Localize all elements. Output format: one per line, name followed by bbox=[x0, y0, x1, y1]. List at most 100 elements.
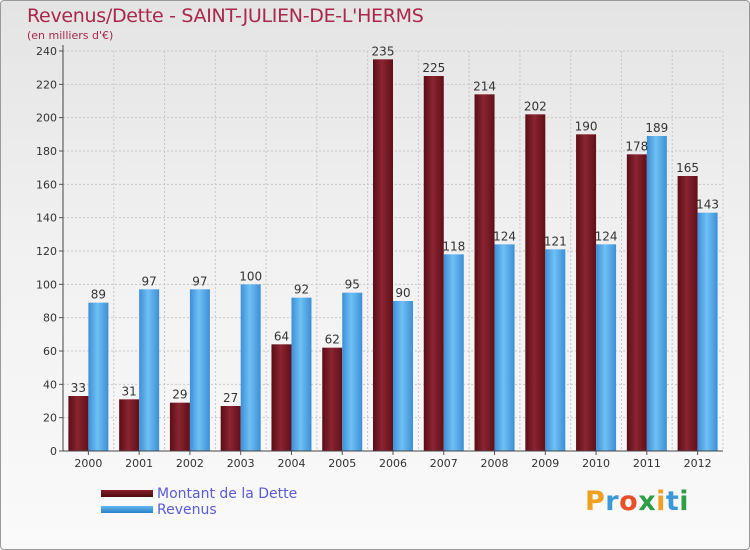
bar-revenue bbox=[342, 292, 363, 451]
data-label-revenue: 124 bbox=[493, 229, 516, 243]
data-label-revenue: 124 bbox=[595, 229, 618, 243]
bar-debt bbox=[119, 399, 140, 451]
x-tick-label: 2000 bbox=[74, 457, 102, 470]
data-label-revenue: 95 bbox=[345, 278, 360, 292]
bar-revenue bbox=[596, 244, 617, 451]
data-label-revenue: 121 bbox=[544, 234, 567, 248]
data-label-revenue: 90 bbox=[395, 286, 410, 300]
logo-letter: i bbox=[679, 486, 690, 517]
bar-debt bbox=[373, 59, 393, 451]
bars bbox=[68, 59, 718, 452]
y-tick-label: 20 bbox=[43, 412, 57, 425]
x-tick-label: 2008 bbox=[481, 457, 509, 470]
bar-debt bbox=[423, 76, 444, 451]
bar-debt bbox=[220, 406, 241, 451]
bar-debt bbox=[525, 114, 546, 451]
x-tick-label: 2011 bbox=[633, 457, 661, 470]
logo-letter: o bbox=[619, 486, 639, 517]
x-tick-label: 2010 bbox=[582, 457, 610, 470]
bar-revenue bbox=[545, 249, 566, 451]
chart-subtitle: (en milliers d'€) bbox=[27, 29, 114, 42]
legend-swatch-revenue bbox=[101, 506, 153, 513]
data-label-revenue: 100 bbox=[239, 269, 262, 283]
x-tick-label: 2007 bbox=[430, 457, 458, 470]
data-label-debt: 33 bbox=[71, 381, 86, 395]
bar-revenue bbox=[697, 212, 718, 451]
x-tick-label: 2004 bbox=[277, 457, 305, 470]
y-tick-label: 240 bbox=[36, 45, 57, 58]
legend-item-revenue: Revenus bbox=[101, 502, 361, 519]
data-label-debt: 27 bbox=[223, 391, 238, 405]
data-label-revenue: 97 bbox=[142, 274, 157, 288]
bar-revenue bbox=[189, 289, 210, 451]
data-label-revenue: 143 bbox=[696, 198, 719, 212]
data-label-debt: 235 bbox=[372, 44, 395, 58]
y-tick-label: 160 bbox=[36, 178, 57, 191]
y-tick-label: 220 bbox=[36, 78, 57, 91]
legend-item-debt: Montant de la Dette bbox=[101, 486, 361, 503]
bar-revenue bbox=[88, 302, 109, 451]
legend-swatch-debt bbox=[101, 490, 153, 497]
bar-revenue bbox=[139, 289, 160, 451]
y-tick-label: 120 bbox=[36, 245, 57, 258]
bar-debt bbox=[68, 396, 89, 451]
legend-label-debt: Montant de la Dette bbox=[157, 486, 298, 502]
bar-debt bbox=[626, 154, 647, 452]
bar-revenue bbox=[494, 244, 515, 451]
data-label-debt: 190 bbox=[575, 119, 598, 133]
y-tick-label: 200 bbox=[36, 112, 57, 125]
bar-debt bbox=[576, 134, 597, 452]
axes: 0 20 40 60 80 100 120 140 160 180 200 220 240 2000 200… bbox=[36, 45, 723, 470]
y-tick-label: 40 bbox=[43, 378, 57, 391]
bar-debt bbox=[169, 402, 190, 451]
logo-letter: P bbox=[585, 486, 606, 517]
y-tick-label: 180 bbox=[36, 145, 57, 158]
bar-revenue bbox=[393, 301, 413, 451]
legend-label-revenue: Revenus bbox=[157, 502, 217, 518]
y-tick-label: 80 bbox=[43, 312, 57, 325]
logo-letter: i bbox=[656, 486, 666, 517]
bar-debt bbox=[322, 347, 343, 451]
data-label-revenue: 189 bbox=[645, 121, 668, 135]
x-tick-label: 2012 bbox=[684, 457, 712, 470]
x-tick-label: 2005 bbox=[328, 457, 356, 470]
data-label-debt: 165 bbox=[676, 161, 699, 175]
x-tick-label: 2006 bbox=[379, 457, 407, 470]
bar-debt bbox=[677, 176, 698, 451]
chart-title: Revenus/Dette - SAINT-JULIEN-DE-L'HERMS bbox=[27, 5, 424, 27]
y-tick-label: 60 bbox=[43, 345, 57, 358]
proxiti-logo: Proxiti bbox=[585, 486, 689, 517]
bar-debt bbox=[474, 94, 495, 451]
data-label-debt: 62 bbox=[325, 333, 340, 347]
logo-letter: r bbox=[605, 486, 620, 517]
data-label-debt: 31 bbox=[122, 384, 137, 398]
bar-revenue bbox=[443, 254, 464, 451]
x-tick-label: 2003 bbox=[227, 457, 255, 470]
y-tick-label: 0 bbox=[50, 445, 57, 458]
logo-letter: t bbox=[665, 486, 680, 517]
data-label-debt: 225 bbox=[422, 61, 445, 75]
data-labels: 33 89 31 97 29 97 27 100 64 92 62 95 235 90 225 118 214 1… bbox=[71, 44, 719, 405]
data-label-debt: 29 bbox=[172, 388, 187, 402]
y-tick-label: 140 bbox=[36, 212, 57, 225]
y-tick-label: 100 bbox=[36, 278, 57, 291]
data-label-revenue: 118 bbox=[442, 239, 465, 253]
data-label-debt: 64 bbox=[274, 329, 289, 343]
grid-lines bbox=[62, 50, 724, 452]
data-label-revenue: 92 bbox=[294, 283, 309, 297]
bar-debt bbox=[271, 344, 292, 451]
bar-revenue bbox=[240, 284, 261, 451]
legend: Montant de la Dette Revenus bbox=[101, 486, 361, 519]
bar-revenue bbox=[646, 136, 667, 451]
x-tick-label: 2009 bbox=[531, 457, 559, 470]
x-tick-label: 2002 bbox=[176, 457, 204, 470]
data-label-revenue: 89 bbox=[91, 288, 106, 302]
data-label-debt: 214 bbox=[473, 79, 496, 93]
data-label-revenue: 97 bbox=[192, 274, 207, 288]
x-tick-label: 2001 bbox=[125, 457, 153, 470]
data-label-debt: 178 bbox=[625, 139, 648, 153]
logo-letter: x bbox=[638, 486, 657, 517]
bar-revenue bbox=[291, 297, 312, 451]
